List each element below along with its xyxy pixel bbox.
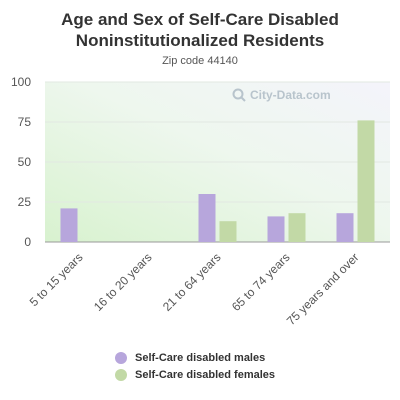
chart-title-line-2: Noninstitutionalized Residents	[75, 31, 325, 50]
chart-subtitle: Zip code 44140	[162, 55, 238, 67]
bar	[60, 208, 78, 242]
legend-label-females: Self-Care disabled females	[135, 369, 276, 381]
y-tick-label: 25	[18, 195, 32, 209]
bars	[60, 120, 375, 242]
y-tick-label: 50	[18, 155, 32, 169]
x-tick-label: 65 to 74 years	[229, 250, 293, 314]
legend-item-females: Self-Care disabled females	[115, 367, 275, 383]
x-tick-label: 16 to 20 years	[91, 250, 155, 314]
watermark-text: City-Data.com	[250, 88, 331, 102]
bar	[288, 213, 306, 242]
x-tick-label: 21 to 64 years	[160, 250, 224, 314]
legend-label-males: Self-Care disabled males	[135, 352, 266, 364]
magnifier-icon	[232, 88, 244, 100]
watermark: City-Data.com	[232, 88, 331, 102]
y-tick-label: 75	[18, 115, 32, 129]
bar	[219, 221, 237, 242]
y-axis-ticks: 0 25 50 75 100	[11, 75, 31, 249]
chart-title-line-1: Age and Sex of Self-Care Disabled	[61, 10, 339, 29]
y-tick-label: 0	[24, 235, 31, 249]
bar	[267, 216, 285, 242]
legend-swatch-females	[115, 369, 127, 381]
bar	[198, 194, 216, 242]
x-axis-labels: 5 to 15 years 16 to 20 years 21 to 64 year…	[27, 250, 362, 328]
legend-item-males: Self-Care disabled males	[115, 350, 275, 366]
magnifier-handle	[240, 96, 246, 102]
gridlines	[45, 81, 390, 243]
x-tick-label: 5 to 15 years	[27, 250, 86, 309]
chart-legend: Self-Care disabled males Self-Care disab…	[115, 350, 275, 384]
bar	[357, 120, 375, 242]
bar	[336, 213, 354, 242]
x-tick-label: 75 years and over	[284, 250, 362, 328]
y-tick-label: 100	[11, 75, 31, 89]
legend-swatch-males	[115, 352, 127, 364]
